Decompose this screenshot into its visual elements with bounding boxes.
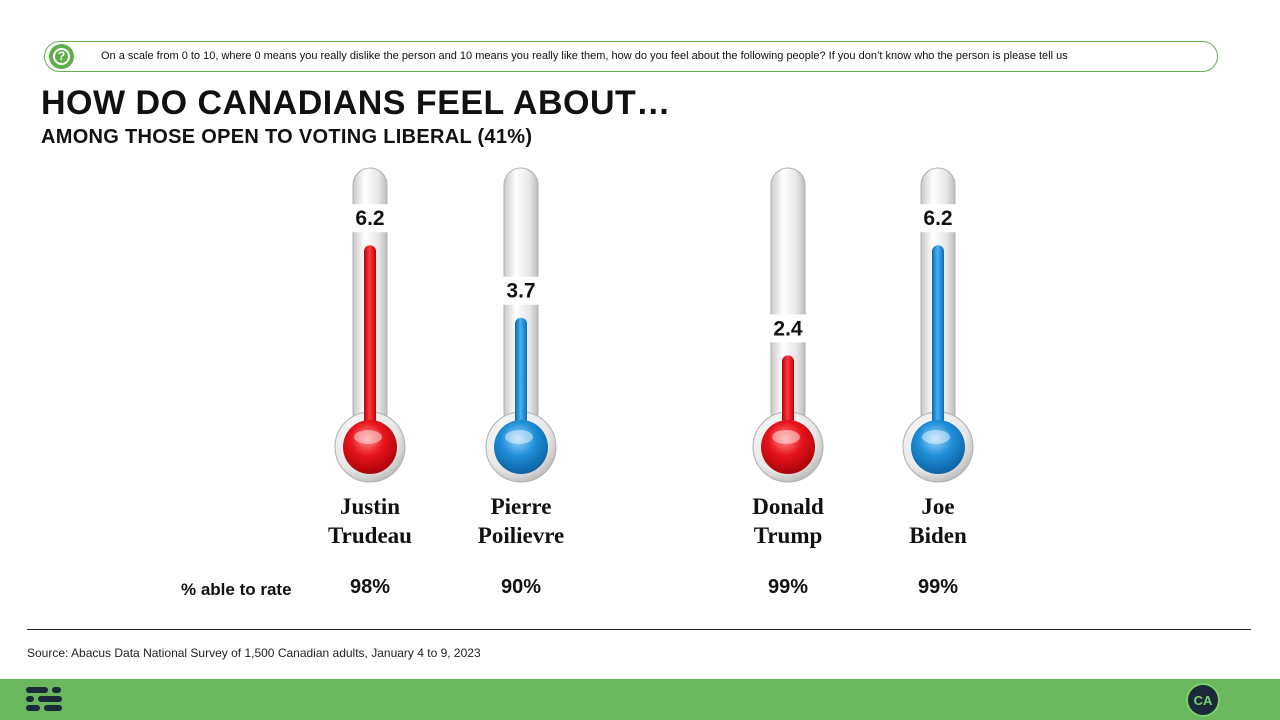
bulb-highlight	[354, 430, 382, 444]
abacus-logo-icon	[24, 687, 64, 711]
thermometer-bulb	[494, 420, 548, 474]
thermometer-fill	[515, 318, 527, 433]
category-label: Trump	[754, 523, 823, 548]
thermometer-bulb	[761, 420, 815, 474]
category-label: Trudeau	[328, 523, 412, 548]
value-label: 6.2	[355, 207, 384, 230]
category-label: Biden	[909, 523, 967, 548]
able-to-rate-value: 99%	[918, 576, 958, 598]
category-label: Poilievre	[478, 523, 564, 548]
source-note: Source: Abacus Data National Survey of 1…	[27, 646, 481, 660]
divider	[27, 629, 1251, 630]
thermometers: 6.2 Justin Trudeau 98% 3.7 Pierre Poilievre 90%…	[328, 168, 973, 598]
ca-logo-icon: CA	[1186, 683, 1220, 717]
thermometer-chart: 6.2 Justin Trudeau 98% 3.7 Pierre Poilievre 90%…	[0, 0, 1280, 620]
thermometer-4: 6.2 Joe Biden 99%	[903, 168, 973, 598]
thermometer-2: 3.7 Pierre Poilievre 90%	[478, 168, 564, 598]
thermometer-bulb	[911, 420, 965, 474]
rate-label: % able to rate	[181, 580, 292, 600]
thermometer-1: 6.2 Justin Trudeau 98%	[328, 168, 412, 598]
category-label: Donald	[752, 494, 824, 519]
bulb-highlight	[505, 430, 533, 444]
category-label: Justin	[340, 494, 400, 519]
thermometer-bulb	[343, 420, 397, 474]
bulb-highlight	[772, 430, 800, 444]
footer-bar	[0, 679, 1280, 720]
value-label: 2.4	[773, 317, 803, 340]
thermometer-3: 2.4 Donald Trump 99%	[752, 168, 824, 598]
able-to-rate-value: 98%	[350, 576, 390, 598]
value-label: 6.2	[923, 207, 952, 230]
category-label: Pierre	[491, 494, 552, 519]
able-to-rate-value: 90%	[501, 576, 541, 598]
value-label: 3.7	[506, 280, 535, 303]
able-to-rate-value: 99%	[768, 576, 808, 598]
thermometer-fill	[364, 245, 376, 433]
category-label: Joe	[921, 494, 954, 519]
bulb-highlight	[922, 430, 950, 444]
thermometer-fill	[932, 245, 944, 433]
